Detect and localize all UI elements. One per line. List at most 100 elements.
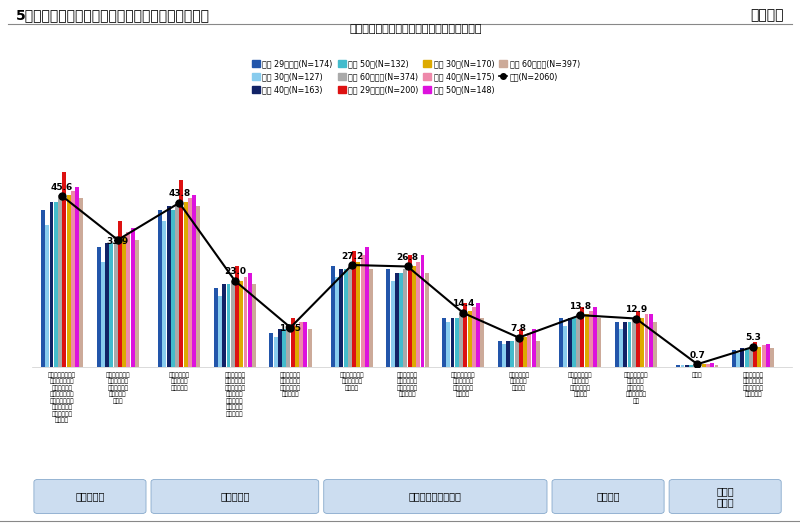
Text: とが行けない
状況から旅行
に行けるよう
になったら: とが行けない 状況から旅行 に行けるよう になったら [397, 372, 418, 397]
Text: 0.7: 0.7 [690, 351, 706, 359]
Bar [581, 307, 584, 367]
Bar [421, 255, 425, 367]
Bar [184, 202, 188, 367]
Bar [568, 318, 571, 367]
Text: どのような状況になれば旅行や外出をするか: どのような状況になれば旅行や外出をするか [350, 24, 482, 34]
Text: 旅行に行きたい
という気分に
なったら: 旅行に行きたい という気分に なったら [340, 372, 364, 391]
Bar [623, 322, 627, 367]
Bar [188, 199, 192, 367]
Text: 13.8: 13.8 [570, 302, 591, 311]
Bar [105, 243, 109, 367]
Bar [344, 269, 347, 367]
Text: 23.0: 23.0 [224, 267, 246, 276]
Text: 今は具体的に
考えていない
旅行への関心
が下がり、: 今は具体的に 考えていない 旅行への関心 が下がり、 [742, 372, 763, 397]
Bar [352, 251, 356, 367]
Bar [416, 262, 420, 367]
Bar [252, 285, 256, 367]
Bar [653, 322, 657, 367]
Bar [702, 364, 706, 367]
Bar [740, 348, 744, 367]
Bar [532, 330, 536, 367]
Bar [758, 347, 762, 367]
Bar [745, 348, 749, 367]
Text: 旅行環境: 旅行環境 [596, 492, 620, 501]
Text: （複数回: （複数回 [750, 8, 784, 22]
Text: 27.2: 27.2 [341, 252, 363, 260]
Bar [576, 314, 580, 367]
Bar [455, 318, 458, 367]
Bar [408, 255, 412, 367]
Text: 自分の周りの
人が旅行を
始めたら: 自分の周りの 人が旅行を 始めたら [508, 372, 530, 391]
Text: 33.9: 33.9 [106, 236, 129, 246]
Text: 地域の自治体
が来訪自重の
お願いをしな
くなったら: 地域の自治体 が来訪自重の お願いをしな くなったら [280, 372, 301, 397]
Bar [519, 330, 523, 367]
Bar [506, 341, 510, 367]
Bar [179, 180, 183, 367]
Text: 周囲・自分の気持ち: 周囲・自分の気持ち [409, 492, 462, 501]
Legend: 男性 29才以下(N=174), 男性 30代(N=127), 男性 40代(N=163), 男性 50代(N=132), 男性 60才以上(N=374), 女: 男性 29才以下(N=174), 男性 30代(N=127), 男性 40代(N… [252, 59, 580, 94]
Bar [361, 255, 365, 367]
Text: ＷＨＯが全世界
のコロナウィ
ルス感染症の
終息宣言を
したら: ＷＨＯが全世界 のコロナウィ ルス感染症の 終息宣言を したら [106, 372, 130, 403]
Bar [536, 341, 540, 367]
Bar [442, 318, 446, 367]
Bar [614, 322, 618, 367]
Text: 行政の対応: 行政の対応 [220, 492, 250, 501]
Text: 新型コロナ: 新型コロナ [75, 492, 105, 501]
Bar [636, 311, 640, 367]
Bar [403, 269, 407, 367]
Text: 航空機の運航、
鉄道の運行
本数が正常に
戻ったら: 航空機の運航、 鉄道の運行 本数が正常に 戻ったら [568, 372, 593, 397]
Bar [58, 194, 62, 367]
Text: 5）　どのような状況になれば旅行や外出をするか: 5） どのような状況になれば旅行や外出をするか [16, 8, 210, 22]
Bar [510, 341, 514, 367]
Bar [71, 191, 74, 367]
Bar [732, 350, 736, 367]
Bar [425, 273, 429, 367]
Bar [54, 202, 58, 367]
Bar [527, 333, 531, 367]
Bar [235, 266, 239, 367]
Bar [299, 322, 303, 367]
Bar [450, 318, 454, 367]
Bar [498, 341, 502, 367]
Bar [523, 337, 527, 367]
Bar [463, 303, 467, 367]
Bar [619, 330, 623, 367]
Bar [589, 311, 593, 367]
Bar [685, 365, 689, 367]
Bar [766, 344, 770, 367]
Bar [710, 364, 714, 367]
Bar [399, 273, 403, 367]
Bar [226, 285, 230, 367]
Bar [239, 281, 243, 367]
Bar [97, 247, 101, 367]
Bar [386, 269, 390, 367]
Bar [594, 307, 597, 367]
Bar [278, 330, 282, 367]
Bar [572, 318, 576, 367]
Bar [62, 172, 66, 367]
Text: 7.8: 7.8 [510, 324, 526, 333]
Bar [41, 210, 45, 367]
Bar [303, 322, 307, 367]
Text: 43.8: 43.8 [168, 189, 190, 199]
Bar [331, 266, 334, 367]
Bar [230, 281, 234, 367]
Bar [162, 221, 166, 367]
Bar [598, 318, 602, 367]
Bar [467, 311, 471, 367]
Bar [46, 225, 50, 367]
Bar [689, 365, 693, 367]
Bar [192, 194, 196, 367]
Bar [714, 365, 718, 367]
Text: 26.8: 26.8 [397, 253, 418, 262]
Text: 14.4: 14.4 [452, 299, 474, 309]
Text: 仕事が安定し、
経済の先行き
が見通せると
感じたら: 仕事が安定し、 経済の先行き が見通せると 感じたら [451, 372, 475, 397]
Bar [369, 269, 373, 367]
Bar [290, 318, 294, 367]
Bar [365, 247, 369, 367]
Bar [698, 363, 702, 367]
Text: ふっこう割など
で旅行に、
行くための
支援が始まっ
たら: ふっこう割など で旅行に、 行くための 支援が始まっ たら [624, 372, 648, 403]
Bar [171, 210, 175, 367]
Bar [459, 314, 463, 367]
Bar [158, 210, 162, 367]
